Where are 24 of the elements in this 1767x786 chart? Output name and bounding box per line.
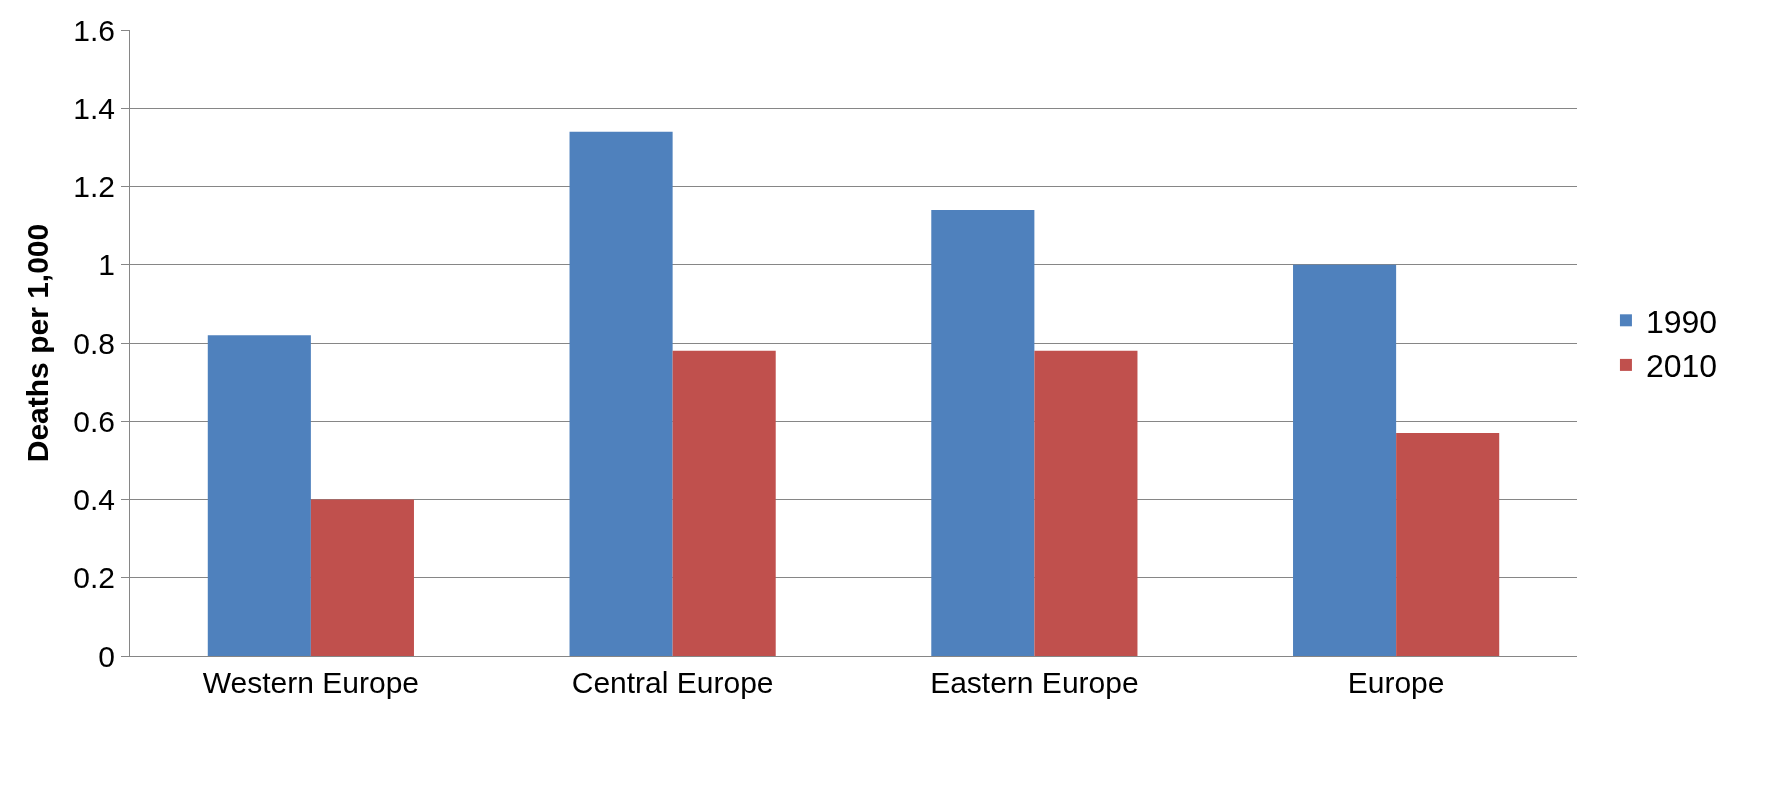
x-tick-label: Central Europe	[571, 666, 774, 699]
y-tick-label: 0.6	[73, 404, 115, 438]
legend-label: 1990	[1645, 303, 1718, 340]
x-tick-label: Western Europe	[202, 666, 419, 699]
bar	[569, 131, 673, 656]
bar	[1396, 432, 1500, 656]
y-tick-label: 0	[98, 639, 115, 673]
y-tick-label: 0.8	[73, 326, 115, 360]
x-tick-label: Europe	[1347, 666, 1445, 699]
legend-label: 2010	[1645, 348, 1718, 385]
bar	[1293, 264, 1397, 656]
bar	[931, 209, 1035, 656]
y-tick-label: 0.4	[73, 483, 115, 516]
y-axis-title: Deaths per 1,000	[21, 223, 55, 463]
y-tick-label: 0.2	[73, 561, 115, 595]
y-tick-label: 1	[98, 248, 115, 282]
x-tick-label: Eastern Europe	[930, 666, 1139, 699]
y-tick-label: 1.4	[73, 91, 115, 125]
bar	[672, 350, 776, 656]
y-tick-label: 1.6	[73, 13, 115, 47]
bar	[310, 499, 414, 656]
bar	[1034, 350, 1138, 656]
bar	[207, 335, 311, 656]
y-tick-label: 1.2	[73, 170, 115, 203]
